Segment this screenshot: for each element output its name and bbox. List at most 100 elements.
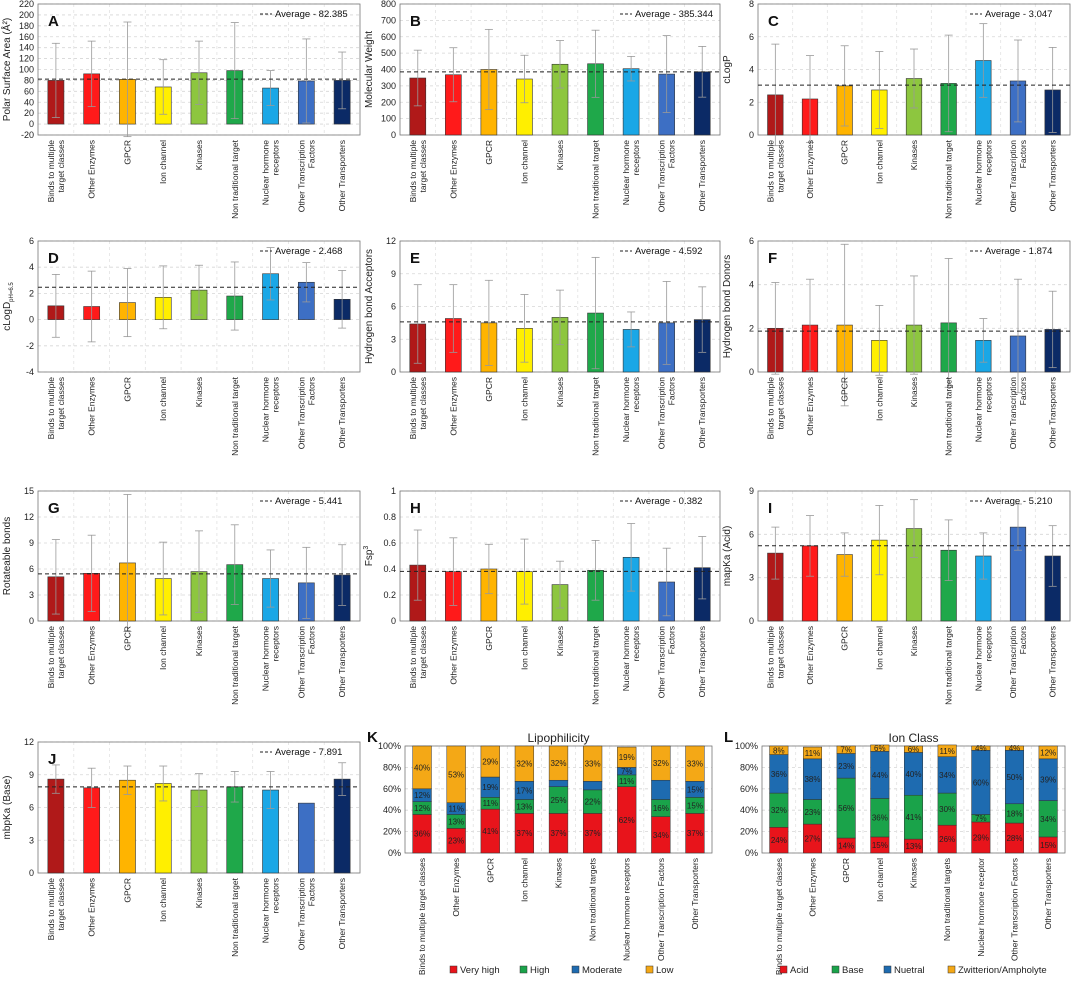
y-tick-label: 4 <box>749 280 754 290</box>
segment-label-1-2: 56% <box>838 804 854 813</box>
panel-g-xtick-4: Kinases <box>194 626 204 656</box>
panel-a-xtick-6: Nuclear hormonereceptors <box>261 140 281 205</box>
segment-label-1-0: 32% <box>771 806 787 815</box>
panel-d-xtick-3: Ion channel <box>158 377 168 421</box>
segment-3-3 <box>514 745 535 782</box>
y-tick-label: 15 <box>24 486 34 496</box>
panel-d-xtick-7: Other TranscriptionFactors <box>296 377 316 450</box>
segment-label-1-3: 36% <box>872 814 888 823</box>
average-legend-label: Average - 5.441 <box>275 496 342 507</box>
segment-label-1-6: 7% <box>975 814 987 823</box>
panel-k-xtick-5: Non traditional targets <box>588 858 598 941</box>
segment-label-1-7: 18% <box>1006 809 1022 818</box>
average-legend-label: Average - 385.344 <box>635 9 713 20</box>
segment-label-1-5: 30% <box>939 805 955 814</box>
panel-j-xtick-0: Binds to multipletarget classes <box>46 878 66 941</box>
panel-d-xtick-8: Other Transporters <box>337 377 347 448</box>
y-tick-label: 1 <box>391 486 396 496</box>
panel-h-xtick-2: GPCR <box>484 626 494 651</box>
segment-2-4 <box>548 779 569 787</box>
segment-label-3-7: 4% <box>1009 744 1021 753</box>
y-tick-label: 6 <box>749 32 754 42</box>
y-tick-label: 0 <box>29 119 34 129</box>
y-axis-label: cLogP <box>722 55 733 84</box>
y-axis-label: Molecular Weight <box>364 31 375 108</box>
y-tick-label: 40% <box>383 805 401 815</box>
segment-3-8 <box>685 745 705 782</box>
panel-a-xtick-4: Kinases <box>194 140 204 170</box>
panel-a-xtick-5: Non traditional target <box>230 139 240 219</box>
panel-b-xtick-7: Other TranscriptionFactors <box>657 140 677 213</box>
segment-label-3-5: 11% <box>939 747 954 756</box>
legend-label-0: Very high <box>460 965 500 976</box>
y-tick-label: 100% <box>735 741 758 751</box>
segment-label-2-8: 39% <box>1040 776 1056 785</box>
legend-swatch-0 <box>449 965 458 974</box>
segment-3-2 <box>480 745 500 778</box>
y-tick-label: 0 <box>29 616 34 626</box>
segment-label-3-5: 33% <box>585 760 601 769</box>
y-tick-label: 300 <box>381 81 396 91</box>
panel-i-xtick-4: Kinases <box>909 626 919 656</box>
y-tick-label: 20% <box>383 827 401 837</box>
segment-3-8 <box>1038 745 1058 760</box>
panel-i-xtick-6: Nuclear hormonereceptors <box>973 626 993 691</box>
average-legend-label: Average - 2.468 <box>275 246 342 257</box>
panel-k-xtick-4: Kinases <box>554 858 564 888</box>
panel-j-xtick-1: Other Enzymes <box>87 878 97 937</box>
segment-3-1 <box>446 745 466 803</box>
panel-g: 0 3 6 9 12 15 Average - 5.441 G Rotateable bonds… <box>2 486 361 705</box>
y-tick-label: 9 <box>29 538 34 548</box>
y-axis-label: mapKa (Acid) <box>722 526 733 587</box>
y-tick-label: 100% <box>378 741 401 751</box>
y-tick-label: 9 <box>749 486 754 496</box>
y-tick-label: 60 <box>24 86 34 96</box>
y-tick-label: 6 <box>29 564 34 574</box>
y-tick-label: 100 <box>381 114 396 124</box>
panel-d-xtick-4: Kinases <box>194 377 204 407</box>
average-legend-label: Average - 5.210 <box>985 496 1052 507</box>
panel-g-xtick-1: Other Enzymes <box>87 626 97 685</box>
segment-label-0-3: 37% <box>516 829 532 838</box>
segment-label-1-4: 25% <box>550 796 566 805</box>
segment-3-7 <box>1004 745 1025 751</box>
y-axis-label: Polar Surface Area (Å²) <box>0 18 13 121</box>
segment-label-0-7: 34% <box>653 831 669 840</box>
y-tick-label: 0 <box>749 367 754 377</box>
segment-label-0-3: 15% <box>872 841 888 850</box>
y-tick-label: 180 <box>19 21 34 31</box>
panel-a-xtick-7: Other TranscriptionFactors <box>296 140 316 213</box>
panel-e-xtick-8: Other Transporters <box>697 377 707 448</box>
panel-b-xtick-4: Kinases <box>555 140 565 170</box>
segment-label-3-3: 32% <box>516 760 532 769</box>
panel-h-xtick-4: Kinases <box>555 626 565 656</box>
panel-i-xtick-1: Other Enzymes <box>805 626 815 685</box>
y-tick-label: 0% <box>388 848 401 858</box>
segment-label-0-1: 27% <box>804 835 820 844</box>
y-tick-label: 80% <box>740 762 758 772</box>
panel-b-xtick-6: Nuclear hormonereceptors <box>621 140 641 205</box>
panel-title: Ion Class <box>888 731 938 745</box>
average-legend-label: Average - 1.874 <box>985 246 1052 257</box>
segment-label-1-7: 16% <box>653 804 669 813</box>
legend-swatch-2 <box>571 965 580 974</box>
panel-d-xtick-1: Other Enzymes <box>87 377 97 436</box>
panel-h-xtick-0: Binds to multipletarget classes <box>408 626 428 689</box>
panel-h-xtick-3: Ion channel <box>519 626 529 670</box>
panel-b-xtick-2: GPCR <box>484 140 494 165</box>
panel-k-xtick-3: Ion channel <box>519 858 529 902</box>
panel-k-xtick-6: Nuclear hormone receptors <box>622 858 632 961</box>
y-tick-label: 700 <box>381 15 396 25</box>
panel-l-xtick-4: Kinases <box>909 858 919 888</box>
segment-label-3-1: 53% <box>448 770 464 779</box>
panel-l-xtick-1: Other Enzymes <box>808 858 818 917</box>
y-tick-label: 8 <box>749 0 754 9</box>
panel-i-xtick-2: GPCR <box>840 626 850 651</box>
average-legend-label: Average - 3.047 <box>985 9 1052 20</box>
segment-label-2-1: 38% <box>804 775 820 784</box>
panel-label: L <box>724 729 733 746</box>
y-tick-label: 0% <box>745 848 758 858</box>
panel-i-xtick-7: Other TranscriptionFactors <box>1008 626 1028 699</box>
panel-e-xtick-3: Ion channel <box>519 377 529 421</box>
